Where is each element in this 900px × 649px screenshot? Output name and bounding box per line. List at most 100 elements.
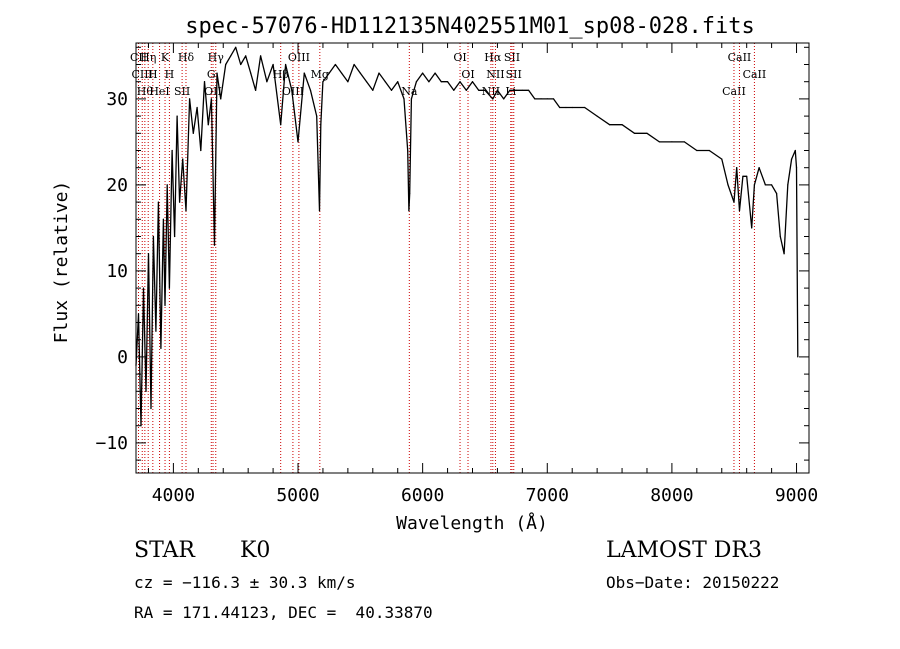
spectrum-line <box>135 46 799 427</box>
spectrum-point <box>397 81 399 83</box>
spectrum-point <box>284 63 287 66</box>
line-marker-label: G <box>207 68 216 81</box>
spectrum-point <box>225 63 227 66</box>
spectrum-point <box>552 98 555 100</box>
spectrum-point <box>266 81 268 83</box>
spectrum-point <box>496 89 499 91</box>
spectrum-point <box>303 72 305 74</box>
spectrum-point <box>492 98 494 100</box>
object-class: STAR <box>134 538 195 563</box>
spectrum-point <box>446 81 449 83</box>
spectrum-point <box>515 89 517 91</box>
spectrum-point <box>521 89 523 91</box>
spectrum-point <box>147 253 150 255</box>
line-marker-label: HeI <box>149 85 169 98</box>
spectrum-point <box>353 63 355 66</box>
y-axis-label: Flux (relative) <box>51 181 72 344</box>
line-marker-label: CaII <box>722 85 746 98</box>
y-tick-label: 0 <box>117 347 128 368</box>
spectrum-point <box>196 106 198 109</box>
spectrum-point <box>318 210 321 212</box>
observation-date: Obs−Date: 20150222 <box>606 573 780 592</box>
spectrum-point <box>794 149 796 152</box>
line-marker-label: Mg <box>311 68 329 81</box>
spectrum-point <box>727 184 729 186</box>
object-subclass: K0 <box>240 538 271 563</box>
spectrum-point <box>736 167 738 169</box>
spectrum-point <box>403 98 405 100</box>
spectrum-point <box>162 218 165 220</box>
spectrum-point <box>503 98 505 100</box>
x-tick-label: 4000 <box>152 485 195 506</box>
spectrum-point <box>484 89 486 91</box>
spectrum-point <box>415 81 418 83</box>
spectrum-point <box>621 124 623 126</box>
spectrum-point <box>220 98 222 100</box>
spectrum-point <box>771 184 773 186</box>
y-tick-label: 10 <box>106 261 128 282</box>
spectrum-point <box>753 184 756 186</box>
line-marker-label: OI <box>461 68 474 81</box>
spectrum-point <box>407 149 409 152</box>
spectrum-point <box>779 235 781 238</box>
spectrum-point <box>174 235 176 238</box>
spectral-line-markers: CIICIIIHθHηHHeIKHSIIHδGOIIHγHβOIIIOIIIMg… <box>130 43 766 473</box>
spectrum-point <box>646 132 648 134</box>
spectrum-point <box>166 184 168 186</box>
line-marker-label: Hδ <box>178 51 195 64</box>
spectrum-point <box>334 63 337 66</box>
spectrum-point <box>596 115 598 117</box>
spectrum-point <box>142 287 145 289</box>
spectrum-point <box>683 141 685 143</box>
spectrum-point <box>240 63 242 66</box>
spectrum-point <box>721 158 723 160</box>
line-marker-label: CaII <box>743 68 767 81</box>
line-marker-label: Hα <box>484 51 502 64</box>
y-tick-label: 30 <box>106 89 128 110</box>
spectrum-point <box>428 81 430 83</box>
spectrum-point <box>216 72 218 74</box>
line-marker-label: Hγ <box>208 51 225 64</box>
spectrum-point <box>171 149 173 152</box>
line-marker-label: NII <box>486 68 504 81</box>
spectrum-point <box>534 98 536 100</box>
x-axis: 4000 5000 6000 7000 8000 9000 <box>147 43 818 506</box>
spectrum-point <box>410 98 413 100</box>
spectrum-point <box>787 184 789 186</box>
spectrum-point <box>255 89 257 91</box>
spectrum-point <box>203 81 206 83</box>
spectrum-point <box>200 149 202 152</box>
spectrum-point <box>322 81 324 83</box>
line-marker-label: H <box>148 68 158 81</box>
spectrum-point <box>790 158 793 160</box>
spectrum-point <box>359 72 361 74</box>
line-marker-label: OI <box>453 51 466 64</box>
line-marker-label: OIII <box>288 51 310 64</box>
spectrum-point <box>250 72 252 74</box>
spectrum-point <box>471 81 474 83</box>
spectrum-point <box>145 390 147 392</box>
plot-frame <box>135 42 810 474</box>
spectrum-point <box>328 72 330 74</box>
spectrum-point <box>160 347 162 349</box>
spectrum-point <box>182 158 184 160</box>
line-marker-label: CIII <box>132 68 153 81</box>
spectrum-point <box>297 141 299 143</box>
line-marker-label: SII <box>504 51 520 64</box>
spectrum-point <box>764 184 766 186</box>
survey-name: LAMOST DR3 <box>606 538 762 563</box>
spectrum-point <box>465 89 467 91</box>
spectrum-point <box>341 72 343 74</box>
line-marker-label: Na <box>401 85 418 98</box>
spectrum-point <box>546 98 548 100</box>
spectrum-point <box>733 201 735 203</box>
x-tick-label: 9000 <box>775 485 818 506</box>
spectrum-point <box>565 106 567 109</box>
coordinates: RA = 171.44123, DEC = 40.33870 <box>134 603 433 622</box>
x-tick-label: 8000 <box>650 485 693 506</box>
spectrum-point <box>775 192 778 195</box>
spectrum-point <box>378 72 380 74</box>
spectrum-point <box>155 330 157 332</box>
spectrum-point <box>559 106 561 109</box>
